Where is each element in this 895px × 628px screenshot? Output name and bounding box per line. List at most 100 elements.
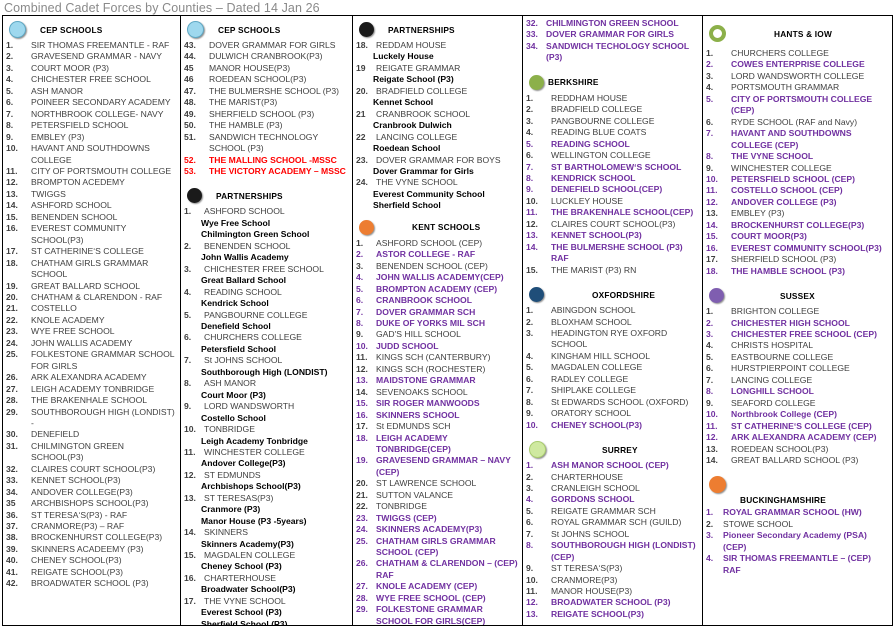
list-item: 7. DOVER GRAMMAR SCH [356, 307, 519, 318]
list-item-number: 5. [706, 93, 714, 104]
page-title: Combined Cadet Forces by Counties – Date… [4, 1, 320, 15]
list-hants-iow: 1. CHURCHERS COLLEGE 2. COWES ENTERPRISE CO… [706, 48, 889, 277]
list-item-label: PORTSMOUTH GRAMMAR [731, 82, 840, 93]
list-item-number: 14. [706, 219, 718, 230]
list-item-number: 8. [706, 386, 714, 397]
list-item: 2. GRAVESEND GRAMMAR - NAVY [6, 51, 177, 62]
list-item: 2. ASTOR COLLEGE - RAF [356, 249, 519, 260]
list-subitem: Kendrick School [184, 298, 349, 309]
list-item-number: 3. [356, 260, 364, 271]
list-subitem: Broadwater School(P3) [184, 584, 349, 595]
section-title: PARTNERSHIPS [388, 24, 455, 35]
list-item-number: 25. [6, 349, 18, 360]
list-item-label: MAGDALEN COLLEGE [551, 362, 643, 373]
list-item-label: ROYAL GRAMMAR SCHOOL (HW) [723, 507, 862, 518]
list-item: 3. CHICHESTER FREE SCHOOL [184, 264, 349, 275]
list-item-label: SHERFIELD SCHOOL (P3) [209, 108, 315, 119]
list-item: 12. CLAIRES COURT SCHOOL(P3) [526, 219, 699, 230]
list-subitem-label: Cranbrook Dulwich [373, 120, 452, 131]
list-item-number: 22. [6, 314, 18, 325]
section-header-sussex: SUSSEX [706, 286, 889, 305]
list-item: 14. GREAT BALLARD SCHOOL (P3) [706, 455, 889, 466]
list-item: 5. BROMPTON ACADEMY (CEP) [356, 284, 519, 295]
list-item: 6. CRANBROOK SCHOOL [356, 295, 519, 306]
list-item-label: SKINNERS [204, 527, 248, 538]
list-item: 22. TONBRIDGE [356, 501, 519, 512]
list-item: 4. READING SCHOOL [184, 287, 349, 298]
list-item-number: 15. [356, 398, 368, 409]
list-subitem: Sherfield School [356, 200, 519, 211]
list-item: 17. THE VYNE SCHOOL [184, 596, 349, 607]
list-item-label: KINGS SCH (ROCHESTER) [376, 363, 486, 374]
list-item-number: 4. [526, 350, 534, 361]
list-item-number: 35 [6, 498, 16, 509]
list-item-label: SUTTON VALANCE [376, 489, 454, 500]
list-item-number: 2. [6, 51, 14, 62]
list-item: 8. PETERSFIELD SCHOOL [6, 120, 177, 131]
list-subitem: Costello School [184, 413, 349, 424]
list-item-number: 9. [706, 397, 714, 408]
list-item: 12. BROMPTON ACEDEMY [6, 177, 177, 188]
list-item-label: BROCKENHURST COLLEGE(P3) [731, 219, 865, 230]
list-subitem-label: Reigate School (P3) [373, 74, 454, 85]
list-subitem-label: John Wallis Academy [201, 252, 289, 263]
list-item: 22 LANCING COLLEGE [356, 132, 519, 143]
list-subitem-label: Cranmore (P3) [201, 504, 261, 515]
list-subitem-label: Dover Grammar for Girls [373, 165, 474, 176]
list-subitem-label: Denefield School [201, 320, 271, 331]
list-item: 13. REIGATE SCHOOL(P3) [526, 609, 699, 620]
list-item-number: 14. [526, 241, 538, 252]
list-item-number: 9. [706, 162, 714, 173]
list-item: 24. THE VYNE SCHOOL [356, 177, 519, 188]
list-item: 12. ARK ALEXANDRA ACADEMY (CEP) [706, 432, 889, 443]
list-item-number: 2. [526, 104, 534, 115]
list-item-label: COWES ENTERPRISE COLLEGE [731, 59, 865, 70]
list-subitem-label: Petersfield School [201, 343, 276, 354]
list-item: 7. St JOHNS SCHOOL [184, 355, 349, 366]
list-item-number: 4. [184, 286, 192, 297]
list-item: 23. WYE FREE SCHOOL [6, 326, 177, 337]
list-item: 5. PANGBOURNE COLLEGE [184, 310, 349, 321]
list-item-number: 52. [184, 154, 196, 165]
list-item-label: REIGATE SCHOOL(P3) [31, 566, 124, 577]
list-kent-schools: 1. ASHFORD SCHOOL (CEP) 2. ASTOR COLLEGE - … [356, 238, 519, 625]
list-item: 24. JOHN WALLIS ACADEMY [6, 338, 177, 349]
list-item-number: 1. [706, 507, 714, 518]
list-subitem: Great Ballard School [184, 275, 349, 286]
list-item: 41. REIGATE SCHOOL(P3) [6, 567, 177, 578]
list-item-label: ORATORY SCHOOL [551, 408, 632, 419]
list-item-number: 7. [526, 528, 534, 539]
purple-circle-icon [709, 288, 724, 304]
list-item-label: BENENDEN SCHOOL [204, 240, 291, 251]
list-item-number: 13. [526, 230, 538, 241]
list-item-number: 50. [184, 120, 196, 131]
list-item-number: 14. [184, 527, 196, 538]
list-item-number: 33. [6, 475, 18, 486]
section-header-kent-schools: KENT SCHOOLS [356, 218, 519, 237]
list-item: 20. BRADFIELD COLLEGE [356, 86, 519, 97]
list-item-label: ST BARTHOLOMEW‘S SCHOOL [551, 161, 682, 172]
list-item: 8. THE VYNE SCHOOL [706, 151, 889, 162]
list-item: 5. REIGATE GRAMMAR SCH [526, 506, 699, 517]
list-item: 7. ST BARTHOLOMEW‘S SCHOOL [526, 162, 699, 173]
list-item: 21 CRANBROOK SCHOOL [356, 109, 519, 120]
list-item: 33. KENNET SCHOOL(P3) [6, 475, 177, 486]
list-item: 53. THE VICTORY ACADEMY – MSSC [184, 166, 349, 177]
list-item-number: 29. [356, 604, 368, 615]
list-item: 1. ABINGDON SCHOOL [526, 305, 699, 316]
list-item: 5. CITY OF PORTSMOUTH COLLEGE (CEP) [706, 94, 889, 117]
list-item: 11. THE BRAKENHALE SCHOOL(CEP) [526, 207, 699, 218]
list-item-number: 1. [6, 40, 14, 50]
list-item-number: 17. [356, 421, 368, 432]
section-title: HANTS & IOW [774, 28, 832, 39]
list-berkshire: 1. REDDHAM HOUSE 2. BRADFIELD COLLEGE 3. PANG… [526, 93, 699, 276]
list-item-number: 4. [6, 74, 14, 85]
list-item: 49. SHERFIELD SCHOOL (P3) [184, 109, 349, 120]
list-item-number: 9. [526, 563, 534, 574]
list-item: 28. WYE FREE SCHOOL (CEP) [356, 593, 519, 604]
list-item: 9. DENEFIELD SCHOOL(CEP) [526, 184, 699, 195]
list-item: 52. THE MALLING SCHOOL -MSSC [184, 155, 349, 166]
list-item-number: 2. [526, 471, 534, 482]
list-item: 42. BROADWATER SCHOOL (P3) [6, 578, 177, 589]
list-item-number: 9. [526, 408, 534, 419]
